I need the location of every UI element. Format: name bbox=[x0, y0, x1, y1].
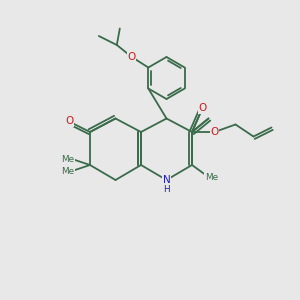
Text: O: O bbox=[210, 127, 219, 137]
Text: O: O bbox=[128, 52, 136, 62]
Text: H: H bbox=[163, 185, 170, 194]
Text: Me: Me bbox=[61, 167, 74, 176]
Text: N: N bbox=[163, 175, 170, 185]
Text: Me: Me bbox=[205, 172, 218, 182]
Text: Me: Me bbox=[61, 154, 74, 164]
Text: O: O bbox=[65, 116, 73, 127]
Text: O: O bbox=[198, 103, 207, 113]
